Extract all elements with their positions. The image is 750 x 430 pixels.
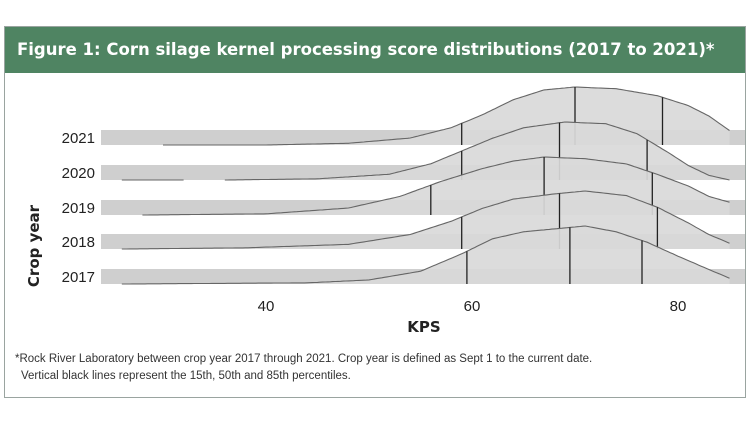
footnote: *Rock River Laboratory between crop year…	[15, 351, 735, 385]
x-tick-label-60: 60	[464, 298, 481, 315]
figure-header: Figure 1: Corn silage kernel processing …	[5, 27, 745, 73]
footnote-line-1: *Rock River Laboratory between crop year…	[15, 353, 593, 365]
ridge-outline-2017-0	[121, 225, 730, 285]
ridgeline-chart: 2021 2020 2019 2018 2017 40 60 80 Crop year KP…	[25, 86, 745, 336]
y-tick-labels: 2021 2020 2019 2018 2017	[62, 130, 95, 286]
x-axis-title: KPS	[407, 318, 440, 336]
ridge-outline-2019-0	[142, 156, 730, 216]
x-tick-labels: 40 60 80	[258, 298, 687, 315]
ridge-fill-2017	[121, 226, 730, 284]
chart-title: Figure 1: Corn silage kernel processing …	[17, 40, 715, 59]
y-tick-label-2018: 2018	[62, 234, 95, 251]
footnote-line-2: Vertical black lines represent the 15th,…	[21, 370, 351, 382]
y-tick-label-2017: 2017	[62, 269, 95, 286]
y-tick-label-2020: 2020	[62, 165, 95, 182]
ridge-outline-2018-0	[121, 190, 730, 250]
y-tick-label-2019: 2019	[62, 200, 95, 217]
figure-frame: Figure 1: Corn silage kernel processing …	[4, 26, 746, 398]
ridge-outline-2021-0	[163, 86, 730, 146]
y-tick-label-2021: 2021	[62, 130, 95, 147]
ridge-2017	[121, 225, 730, 285]
ridge-outline-2020-1	[224, 121, 730, 181]
x-tick-label-80: 80	[670, 298, 687, 315]
x-tick-label-40: 40	[258, 298, 275, 315]
ridges-layer	[121, 86, 730, 285]
y-axis-title: Crop year	[25, 204, 43, 287]
